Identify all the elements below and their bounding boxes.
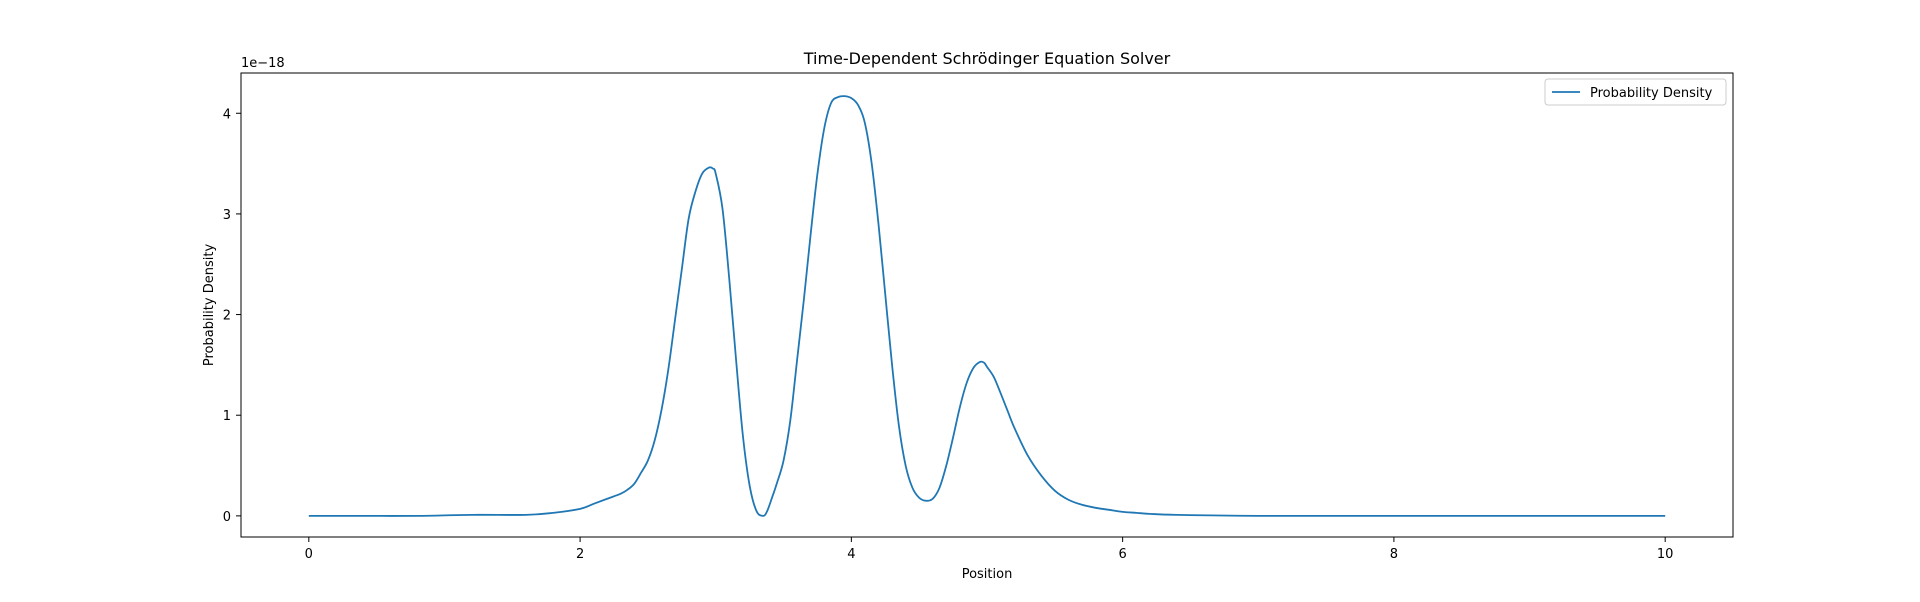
legend-box bbox=[1544, 78, 1727, 106]
y-tick-label: 4 bbox=[223, 107, 231, 122]
chart-title: Time-Dependent Schrödinger Equation Solv… bbox=[803, 49, 1171, 68]
x-tick-label: 8 bbox=[1390, 547, 1398, 562]
y-axis-label: Probability Density bbox=[202, 244, 217, 367]
x-axis-ticks: 0 2 4 6 8 10 bbox=[305, 537, 1674, 562]
x-tick-label: 6 bbox=[1118, 547, 1126, 562]
x-tick-label: 2 bbox=[576, 547, 584, 562]
x-tick-label: 4 bbox=[847, 547, 855, 562]
legend-label: Probability Density bbox=[1590, 86, 1713, 101]
plot-background bbox=[241, 73, 1733, 537]
y-tick-label: 2 bbox=[223, 309, 231, 324]
y-tick-label: 0 bbox=[223, 510, 231, 525]
series-line-probability-density bbox=[308, 95, 1666, 517]
y-tick-label: 3 bbox=[223, 208, 231, 223]
y-axis-ticks: 0 1 2 3 4 bbox=[223, 107, 241, 525]
y-offset-label: 1e−18 bbox=[241, 56, 285, 71]
x-axis-label: Position bbox=[962, 567, 1013, 582]
x-tick-label: 10 bbox=[1657, 547, 1674, 562]
plot-frame bbox=[240, 72, 1734, 538]
y-tick-label: 1 bbox=[223, 409, 231, 424]
legend: Probability Density bbox=[1544, 78, 1727, 106]
x-tick-label: 0 bbox=[305, 547, 313, 562]
